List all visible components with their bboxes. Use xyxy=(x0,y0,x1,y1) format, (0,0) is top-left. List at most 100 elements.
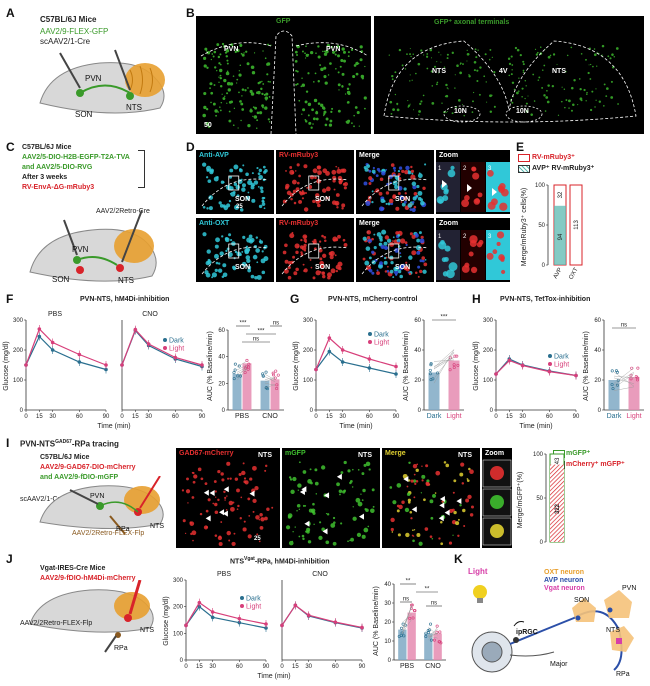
data-point xyxy=(397,634,401,638)
pair-line xyxy=(428,635,438,639)
data-point xyxy=(261,374,265,378)
legend-dark-marker xyxy=(163,338,167,342)
x-tick-label: 90 xyxy=(199,414,206,420)
pair-line xyxy=(264,377,276,380)
y-tick-label: 40 xyxy=(384,582,391,588)
light-k: Light xyxy=(468,567,488,576)
region-nts-b1: NTS xyxy=(432,68,446,75)
region-nts-i-img: NTS xyxy=(358,452,372,459)
region-pvn-a: PVN xyxy=(85,74,102,83)
zoom-number: 2 xyxy=(463,166,467,172)
region-major-k: Major xyxy=(550,661,568,668)
micrograph-title: RV-mRuby3 xyxy=(279,152,319,159)
virus-c1: AAV2/5-DIO-H2B-EGFP-T2A-TVA xyxy=(22,154,130,161)
wait-c: After 3 weeks xyxy=(22,174,68,181)
bar xyxy=(608,380,620,410)
data-point xyxy=(453,354,457,358)
legend-dark: Dark xyxy=(374,332,389,339)
x-tick-label: 60 xyxy=(366,414,373,420)
pair-line xyxy=(402,607,412,630)
y-tick-label: 100 xyxy=(13,378,24,384)
region-rpa-i: RPa xyxy=(116,526,130,533)
data-point xyxy=(271,373,275,377)
series-line-dark xyxy=(25,335,107,371)
region-nts-b2: NTS xyxy=(552,68,566,75)
x-tick-label: 15 xyxy=(36,414,43,420)
region-rpa-k: RPa xyxy=(616,671,630,678)
x-tick-label: 90 xyxy=(573,414,580,420)
region-pvn-i: PVN xyxy=(90,493,104,500)
legend-e-swatch1 xyxy=(518,154,530,162)
brain-diagram-j: NTS RPa xyxy=(29,580,154,653)
x-tick-label: 0 xyxy=(184,664,188,670)
sig-j-2: ** xyxy=(425,587,430,593)
x-tick-label: 60 xyxy=(76,414,83,420)
data-point xyxy=(239,374,243,378)
title-h: PVN-NTS, TetTox-inhibition xyxy=(500,296,591,303)
bar-fill xyxy=(550,464,564,542)
category-label: CNO xyxy=(262,413,278,420)
micrograph-d-r1-c1: Anti-AVP SON 25 xyxy=(196,150,274,214)
y-tick-label: 200 xyxy=(173,605,184,611)
data-point xyxy=(233,362,237,366)
pair-line xyxy=(264,377,276,383)
category-label: Light xyxy=(626,413,641,420)
virus-j2: AAV2/2Retro-FLEX-Flp xyxy=(20,620,93,627)
virus-i3: scAAV2/1-Cre xyxy=(20,496,64,503)
x-tick-label: 15 xyxy=(326,414,333,420)
data-point xyxy=(436,371,440,375)
x-tick-label: 90 xyxy=(393,414,400,420)
micrograph-title: Zoom xyxy=(485,450,505,457)
category-label: PBS xyxy=(400,663,414,670)
data-point xyxy=(634,375,638,379)
sig-h: ns xyxy=(621,323,627,329)
x-tick-label: 0 xyxy=(24,414,28,420)
legend-light-marker xyxy=(548,362,552,366)
sig-f-3: ns xyxy=(273,321,279,327)
category-avp: AVP xyxy=(553,267,564,280)
sig-f-4: *** xyxy=(257,329,265,335)
bar xyxy=(628,377,640,410)
data-point xyxy=(271,371,275,375)
pair-line xyxy=(236,368,248,381)
data-point xyxy=(275,383,279,387)
data-point xyxy=(402,634,406,638)
x-tick-label: 0 xyxy=(494,414,498,420)
legend-light: Light xyxy=(554,362,569,369)
y-tick-label: 60 xyxy=(594,318,601,324)
data-point xyxy=(636,366,640,370)
pair-line xyxy=(613,371,635,387)
y-tick-label: 50 xyxy=(538,223,545,229)
bar xyxy=(260,380,270,410)
bar-chart-G-AUC: 0 20 40 60 Dark Light xyxy=(414,318,464,420)
pair-line xyxy=(402,619,412,634)
brain-diagram-i: PVN NTS RPa xyxy=(39,476,164,535)
data-point xyxy=(264,386,268,390)
title-j: NTSVgat-RPa, hM4Di-inhibition xyxy=(230,556,330,566)
x-tick-label: 30 xyxy=(145,414,152,420)
data-point xyxy=(275,387,279,391)
x-tick-label: 30 xyxy=(209,664,216,670)
y-tick-label: 40 xyxy=(414,348,421,354)
bar xyxy=(398,629,407,660)
sig-g: *** xyxy=(440,315,448,321)
y-tick-label: 0 xyxy=(418,408,422,414)
data-point xyxy=(273,376,277,380)
pair-line xyxy=(433,357,455,367)
scale-i: 25 xyxy=(254,536,261,542)
y-tick-label: 40 xyxy=(594,348,601,354)
legend-dark-marker xyxy=(548,354,552,358)
region-son-c: SON xyxy=(52,275,70,284)
y-tick-label: 20 xyxy=(414,378,421,384)
micrograph-b-right-title: GFP⁺ axonal terminals xyxy=(434,19,510,26)
y-tick-label: 30 xyxy=(384,601,391,607)
micrograph-title: Zoom xyxy=(439,220,459,227)
x-tick-label: 15 xyxy=(506,414,513,420)
bar xyxy=(428,372,440,410)
region-nts-k: NTS xyxy=(606,627,620,634)
data-point xyxy=(428,372,432,376)
virus-c2: and AAV2/5-DIO-RVG xyxy=(22,164,93,171)
xlabel-h: Time (min) xyxy=(519,423,552,430)
pair-line xyxy=(613,367,635,384)
